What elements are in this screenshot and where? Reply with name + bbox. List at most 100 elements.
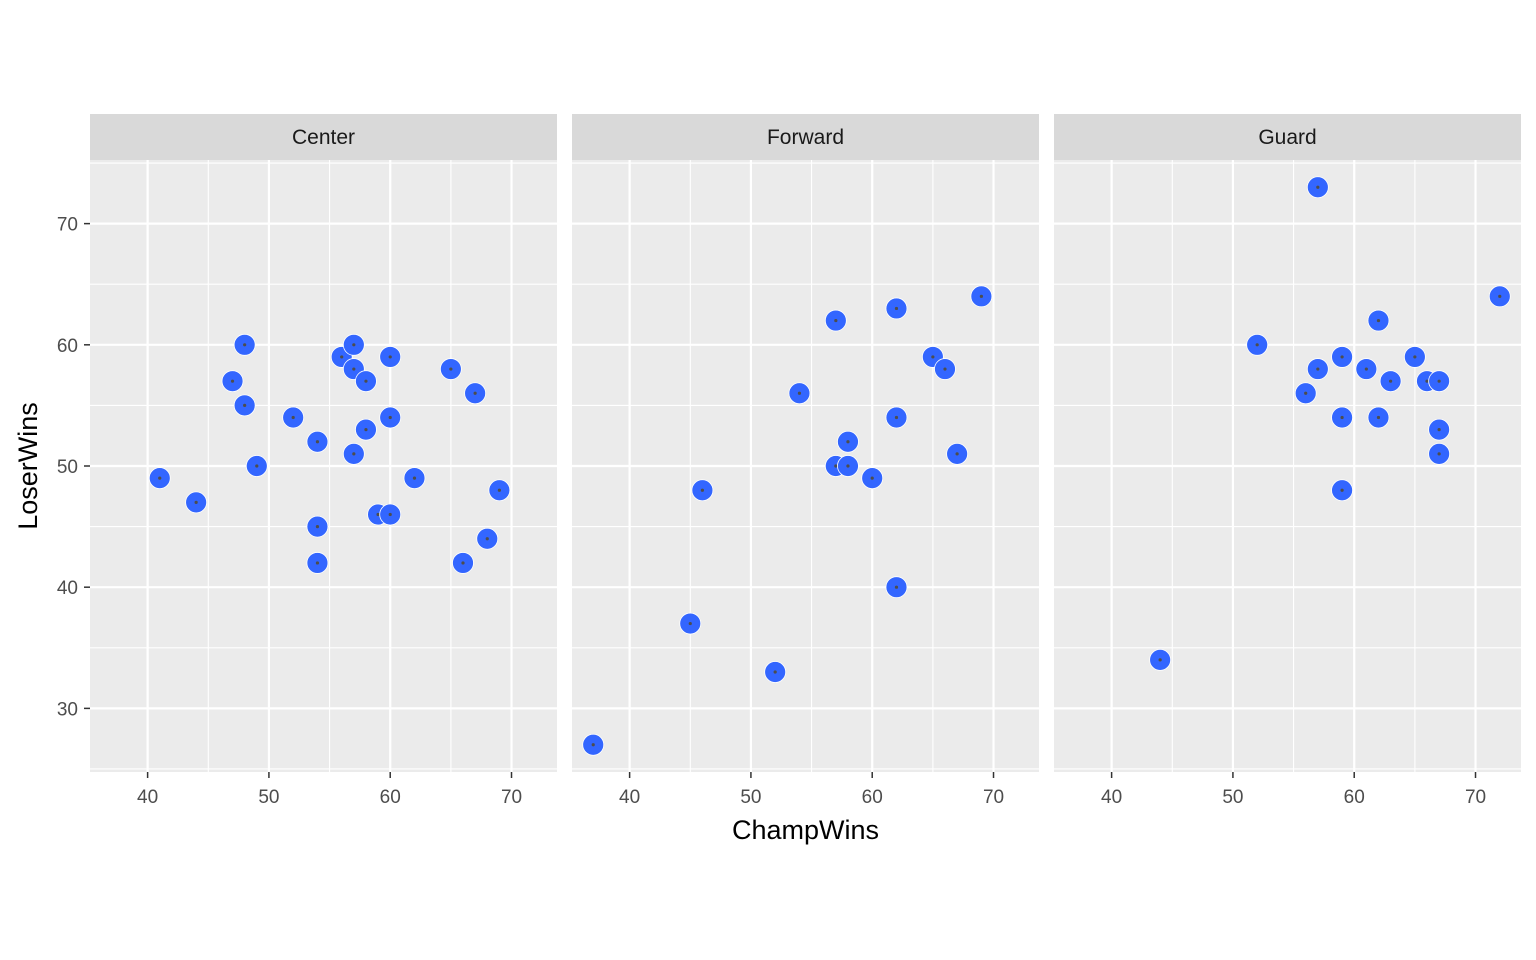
data-point-center [352, 367, 356, 371]
data-point [1331, 346, 1353, 368]
data-point [691, 479, 714, 502]
x-tick-label: 50 [258, 787, 279, 808]
data-point-center [1413, 355, 1417, 359]
data-point [476, 527, 499, 550]
data-point-center [834, 318, 838, 323]
data-point-center [894, 585, 899, 589]
data-point [1149, 649, 1172, 671]
data-point-center [485, 537, 489, 541]
data-point [1246, 333, 1269, 356]
facet-strip [90, 114, 557, 160]
data-point [1355, 358, 1378, 380]
facet-panel-forward: Forward 40 50 60 70 [572, 114, 1039, 808]
y-tick-label: 30 [57, 699, 78, 720]
data-point-center [1304, 391, 1308, 395]
data-point [885, 406, 908, 429]
plot-area [572, 160, 1039, 772]
data-point [379, 406, 402, 429]
data-point [148, 467, 171, 490]
data-point-center [388, 355, 392, 359]
data-point [934, 358, 956, 380]
data-point [306, 430, 329, 453]
data-point-center [449, 367, 453, 371]
data-point-center [364, 428, 368, 432]
data-point [355, 370, 377, 393]
facet-strip-label: Guard [1258, 126, 1316, 149]
data-point [582, 733, 605, 756]
data-point [464, 382, 487, 405]
data-point-center [1316, 185, 1320, 189]
data-point-center [1340, 415, 1344, 420]
data-point-center [352, 343, 356, 347]
data-point-center [388, 415, 392, 420]
data-point-center [315, 561, 320, 565]
data-point-center [1498, 294, 1502, 298]
data-point [1428, 370, 1451, 393]
data-point [379, 346, 402, 368]
data-point-center [894, 415, 899, 420]
x-tick-label: 70 [501, 787, 522, 808]
data-point-center [230, 379, 235, 383]
data-point-center [243, 343, 247, 347]
data-point-center [1340, 355, 1344, 359]
x-tick-label: 40 [137, 787, 158, 808]
data-point-center [797, 391, 802, 395]
data-point-center [846, 464, 850, 468]
x-tick-label: 40 [619, 787, 640, 808]
data-point-center [1376, 318, 1381, 323]
data-point [837, 455, 859, 477]
data-point [403, 467, 426, 490]
data-point [306, 552, 329, 574]
data-point [1331, 406, 1353, 429]
plot-area [90, 160, 557, 772]
data-point [379, 503, 402, 526]
data-point-center [700, 488, 704, 492]
data-point-center [388, 512, 392, 517]
data-point [245, 455, 268, 477]
data-point-center [1437, 428, 1441, 432]
data-point [306, 515, 329, 538]
data-point [970, 285, 993, 308]
data-point-center [591, 743, 595, 747]
data-point [679, 612, 702, 635]
data-point [885, 576, 908, 599]
data-point [1306, 176, 1329, 199]
x-tick-label: 50 [1222, 787, 1243, 808]
data-point [355, 418, 377, 441]
data-point-center [315, 524, 320, 529]
data-point [488, 479, 511, 502]
data-point-center [1437, 452, 1441, 456]
data-point-center [497, 488, 501, 492]
data-point-center [931, 355, 935, 359]
data-point [1306, 358, 1329, 380]
x-tick-label: 60 [862, 787, 883, 808]
data-point-center [1364, 367, 1368, 371]
x-tick-label: 60 [380, 787, 401, 808]
data-point-center [158, 476, 162, 480]
data-point-center [846, 440, 850, 444]
facet-strip-label: Center [292, 126, 355, 149]
data-point-center [834, 464, 838, 468]
data-point-center [1158, 658, 1162, 662]
data-point-center [870, 476, 874, 480]
x-axis-title: ChampWins [732, 815, 879, 845]
data-point [1428, 418, 1451, 441]
data-point-center [1255, 343, 1259, 347]
data-point-center [315, 440, 320, 444]
data-point [342, 442, 365, 465]
data-point-center [1389, 379, 1393, 383]
data-point [1367, 309, 1390, 332]
facet-panel-center: Center 40 50 60 70 30 40 50 60 70 [57, 114, 557, 808]
data-point [452, 552, 474, 574]
data-point-center [291, 415, 295, 420]
data-point-center [255, 464, 259, 468]
plot-area [1054, 160, 1521, 772]
data-point-center [1316, 367, 1320, 371]
data-point [1379, 370, 1402, 393]
data-point [764, 661, 787, 683]
facet-strip-label: Forward [767, 126, 844, 149]
y-tick-label: 60 [57, 336, 78, 357]
x-tick-label: 50 [740, 787, 761, 808]
data-point-center [376, 512, 380, 517]
